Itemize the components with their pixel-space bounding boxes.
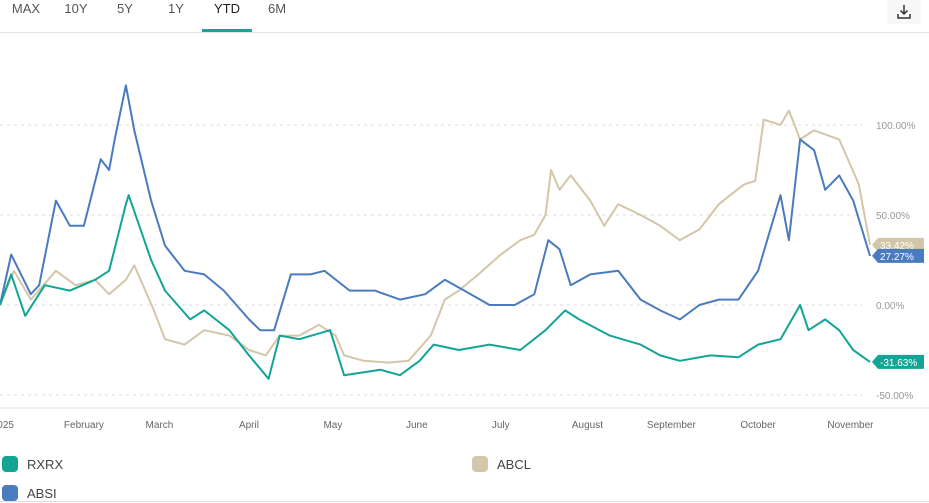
download-icon [897, 5, 911, 19]
tab-ytd[interactable]: YTD [202, 0, 252, 32]
end-value-label: 27.27% [880, 252, 914, 263]
tab-6m[interactable]: 6M [267, 1, 287, 16]
divider [0, 501, 929, 502]
end-value-label: 33.42% [880, 241, 914, 252]
x-tick-label: May [323, 420, 342, 431]
legend-swatch [472, 456, 488, 472]
tab-1y[interactable]: 1Y [168, 1, 184, 16]
tab-10y[interactable]: 10Y [64, 1, 88, 16]
x-tick-label: August [572, 420, 603, 431]
performance-chart: 100.00% 50.00% 0.00% -50.00% 025 February Marc… [0, 84, 929, 431]
x-tick-label: 025 [0, 420, 14, 431]
x-tick-label: November [827, 420, 874, 431]
tab-max[interactable]: MAX [11, 1, 41, 16]
x-tick-label: February [64, 420, 104, 431]
x-tick-label: October [740, 420, 776, 431]
legend-swatch [2, 485, 18, 501]
x-tick-label: March [146, 420, 174, 431]
y-tick-label: 100.00% [876, 121, 916, 132]
y-tick-label: -50.00% [876, 391, 913, 402]
y-tick-label: 0.00% [876, 301, 904, 312]
end-value-badge-abcl [872, 237, 924, 252]
download-button[interactable] [887, 0, 921, 24]
end-value-label: -31.63% [880, 358, 917, 369]
x-tick-label: July [492, 420, 510, 431]
end-value-badge-rxrx [872, 354, 924, 369]
series-line-rxrx [0, 194, 871, 380]
legend-item-abcl[interactable]: ABCL [472, 456, 531, 472]
legend-item-absi[interactable]: ABSI [2, 485, 57, 501]
x-tick-label: April [239, 420, 259, 431]
legend-label: RXRX [27, 456, 64, 472]
end-value-badge-absi [872, 248, 924, 263]
tab-5y[interactable]: 5Y [117, 1, 133, 16]
legend-swatch [2, 456, 18, 472]
x-tick-label: June [406, 420, 428, 431]
legend-label: ABSI [27, 485, 57, 501]
range-tabs: MAX 10Y 5Y 1Y YTD 6M [0, 0, 302, 32]
tab-divider [0, 32, 929, 33]
series-line-abcl [0, 109, 871, 364]
x-tick-label: September [647, 420, 697, 431]
y-tick-label: 50.00% [876, 211, 910, 222]
series-line-absi [0, 84, 871, 332]
legend-label: ABCL [497, 456, 531, 472]
legend-item-rxrx[interactable]: RXRX [2, 456, 63, 472]
